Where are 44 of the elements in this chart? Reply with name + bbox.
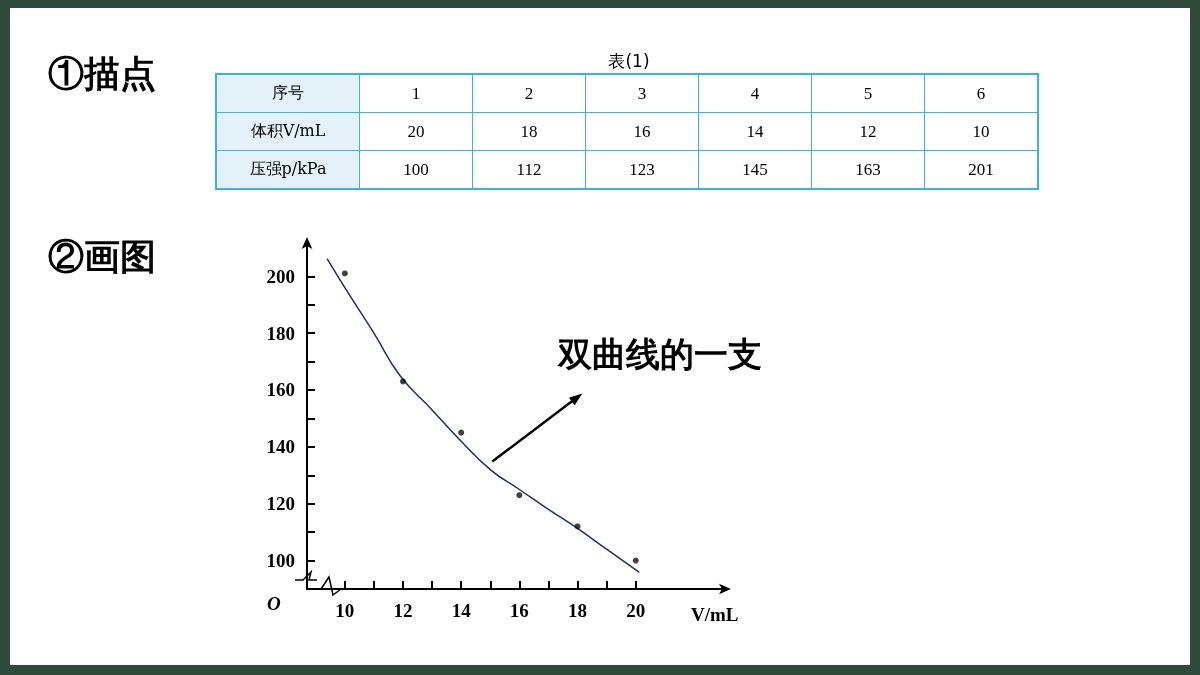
text: 16 [585, 112, 699, 151]
text: 压强p/kPa [216, 150, 360, 189]
text: O [267, 593, 281, 615]
y-tick-label: 200 [266, 265, 295, 287]
text: 2 [472, 74, 586, 113]
x-tick-label: 10 [335, 600, 355, 621]
text: 体积V/mL [216, 112, 360, 151]
chart-title: ①描点 [48, 51, 156, 96]
text: 序号 [216, 74, 360, 113]
y-tick-label: 100 [266, 550, 295, 572]
text: 145 [698, 150, 812, 189]
x-tick-label: 18 [568, 600, 588, 621]
text: 18 [472, 112, 586, 151]
text: ②画图 [48, 234, 156, 279]
text: 14 [698, 112, 812, 151]
x-tick-label: 20 [626, 600, 646, 621]
text: 201 [924, 150, 1038, 189]
text: 163 [811, 150, 925, 189]
y-tick-label: 180 [266, 322, 295, 344]
text: 100 [359, 150, 473, 189]
x-tick-label: 14 [451, 600, 472, 621]
x-axis-title: V/mL [691, 604, 739, 625]
point [400, 378, 406, 385]
text: 20 [359, 112, 473, 151]
text: 3 [585, 74, 699, 113]
text: 123 [585, 150, 699, 189]
text: 6 [924, 74, 1038, 113]
chart-subtitle: 表(1) [607, 50, 651, 73]
x-tick-label: 12 [393, 600, 413, 621]
text: 112 [472, 150, 586, 189]
text: 4 [698, 74, 812, 113]
y-tick-label: 140 [266, 436, 295, 458]
text: 10 [924, 112, 1038, 151]
text: 1 [359, 74, 473, 113]
point [574, 523, 581, 530]
text: 12 [811, 112, 925, 151]
y-tick-label: 120 [266, 493, 295, 515]
point [516, 492, 523, 499]
point [341, 270, 348, 277]
annotation: 双曲线的一支 [558, 332, 763, 376]
x-tick-label: 16 [509, 600, 529, 621]
text: 5 [811, 74, 925, 113]
y-tick-label: 160 [266, 379, 295, 401]
point [458, 429, 465, 436]
